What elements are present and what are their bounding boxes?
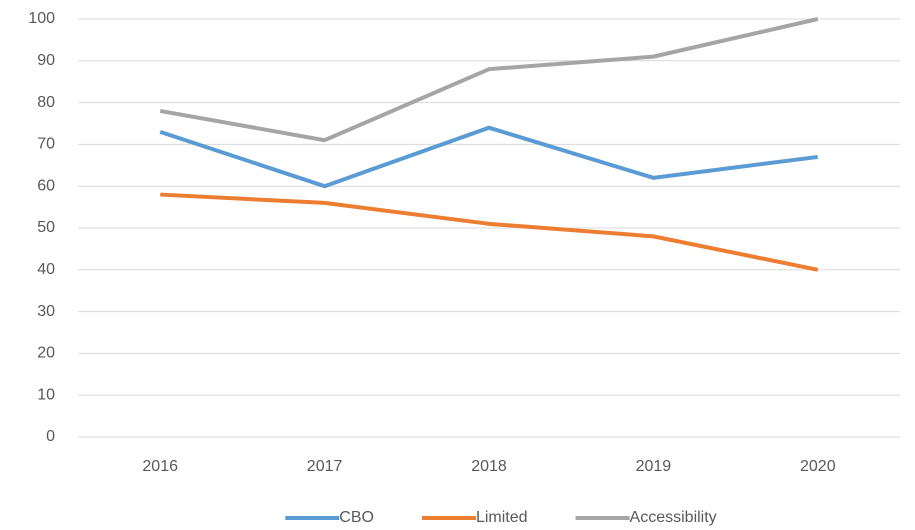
- series-line: [159, 17, 819, 143]
- series-line: [160, 192, 819, 272]
- y-tick-label: 50: [37, 219, 55, 236]
- y-tick-label: 20: [37, 345, 55, 362]
- y-tick-label: 80: [37, 94, 55, 111]
- x-tick-label: 2018: [471, 458, 507, 475]
- x-tick-label: 2019: [636, 458, 672, 475]
- legend-label: Limited: [476, 509, 528, 526]
- y-tick-label: 90: [37, 52, 55, 69]
- y-tick-label: 40: [37, 261, 55, 278]
- legend-label: Accessibility: [630, 509, 717, 526]
- y-tick-label: 30: [37, 303, 55, 320]
- y-tick-label: 60: [37, 177, 55, 194]
- y-tick-label: 10: [37, 386, 55, 403]
- series-line: [159, 125, 819, 189]
- x-tick-label: 2017: [307, 458, 343, 475]
- legend-label: CBO: [339, 509, 374, 526]
- x-tick-label: 2016: [142, 458, 178, 475]
- y-tick-label: 100: [28, 10, 55, 27]
- y-tick-label: 0: [46, 428, 55, 445]
- y-tick-label: 70: [37, 136, 55, 153]
- x-tick-label: 2020: [800, 458, 836, 475]
